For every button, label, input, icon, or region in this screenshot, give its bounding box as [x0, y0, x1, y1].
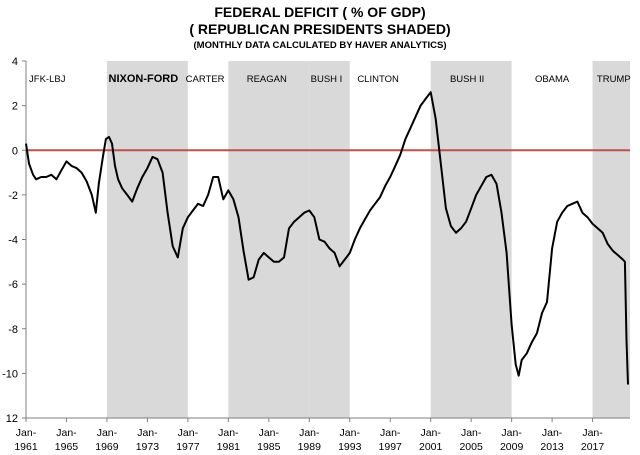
president-label: OBAMA [535, 74, 570, 85]
x-tick-label: Jan- [582, 427, 603, 439]
shade-band [592, 61, 630, 418]
shade-band [309, 61, 350, 418]
president-label: NIXON-FORD [109, 73, 179, 85]
x-tick-label: Jan- [16, 427, 37, 439]
president-label: BUSH I [311, 74, 343, 85]
x-tick-label: Jan- [218, 427, 239, 439]
x-tick-label: Jan- [178, 427, 199, 439]
y-tick-label: 2 [12, 101, 18, 113]
president-label: REAGAN [247, 74, 287, 85]
x-tick-label: Jan- [97, 427, 118, 439]
x-tick-label: 1965 [55, 441, 79, 453]
president-label: BUSH II [450, 74, 484, 85]
y-tick-label: -6 [8, 279, 18, 291]
y-tick-label: -4 [8, 235, 18, 247]
x-tick-label: Jan- [501, 427, 522, 439]
chart-note: (MONTHLY DATA CALCULATED BY HAVER ANALYT… [193, 40, 447, 51]
x-tick-label: 1961 [14, 441, 38, 453]
president-label: TRUMP [597, 74, 631, 85]
x-tick-label: Jan- [542, 427, 563, 439]
x-tick-label: Jan- [461, 427, 482, 439]
x-tick-label: Jan- [299, 427, 320, 439]
y-tick-label: -10 [2, 368, 18, 380]
x-tick-label: Jan- [137, 427, 158, 439]
shade-band [106, 61, 188, 418]
shade-band [228, 61, 310, 418]
x-tick-label: 2017 [581, 441, 605, 453]
x-tick-label: 1973 [136, 441, 160, 453]
y-tick-label: 12 [6, 413, 18, 425]
president-label: CLINTON [357, 74, 399, 85]
x-tick-label: Jan- [56, 427, 77, 439]
x-tick-label: Jan- [420, 427, 441, 439]
x-tick-label: Jan- [340, 427, 361, 439]
x-tick-label: 1977 [176, 441, 200, 453]
x-tick-label: 2001 [419, 441, 443, 453]
y-tick-label: -8 [8, 324, 18, 336]
x-tick-label: 1981 [217, 441, 241, 453]
x-tick-label: 2013 [540, 441, 564, 453]
y-tick-label: 4 [12, 56, 18, 68]
x-tick-label: 2009 [500, 441, 524, 453]
shade-band [430, 61, 512, 418]
x-tick-label: Jan- [259, 427, 280, 439]
x-tick-label: 1989 [298, 441, 322, 453]
deficit-line [25, 91, 629, 385]
president-label: JFK-LBJ [29, 74, 66, 85]
chart-subtitle: ( REPUBLICAN PRESIDENTS SHADED) [189, 21, 451, 37]
y-tick-label: 0 [12, 145, 18, 157]
x-tick-label: Jan- [380, 427, 401, 439]
y-tick-label: -2 [8, 190, 18, 202]
chart-title: FEDERAL DEFICIT ( % OF GDP) [214, 4, 426, 20]
x-tick-label: 1993 [338, 441, 362, 453]
x-tick-label: 1985 [257, 441, 281, 453]
president-label: CARTER [186, 74, 225, 85]
x-tick-label: 1997 [379, 441, 403, 453]
x-tick-label: 1969 [95, 441, 119, 453]
x-tick-label: 2005 [459, 441, 483, 453]
